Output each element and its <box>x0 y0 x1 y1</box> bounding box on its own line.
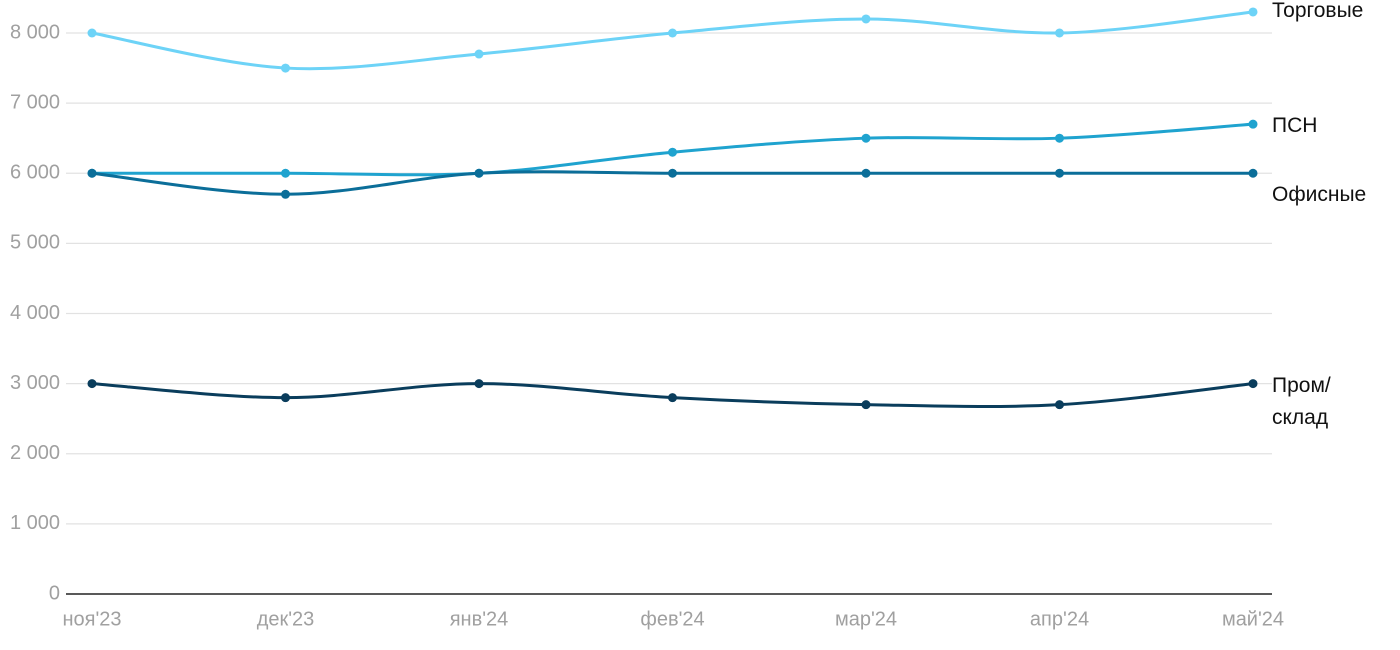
data-point <box>281 189 290 199</box>
data-point <box>1248 379 1258 389</box>
data-point <box>474 168 484 178</box>
data-point <box>474 49 484 59</box>
series-label: Торговые <box>1272 0 1364 22</box>
data-point <box>861 168 871 178</box>
data-point <box>1248 119 1258 129</box>
data-point <box>668 28 677 38</box>
data-point <box>1055 28 1064 38</box>
x-tick-label: май'24 <box>1222 608 1284 630</box>
data-point <box>861 133 871 143</box>
y-tick-label: 0 <box>49 582 60 604</box>
data-point <box>1055 168 1064 178</box>
y-tick-label: 8 000 <box>10 21 60 43</box>
data-point <box>668 168 677 178</box>
data-point <box>281 393 290 403</box>
data-point <box>281 168 290 178</box>
y-tick-label: 6 000 <box>10 162 60 184</box>
data-point <box>668 147 677 157</box>
data-point <box>1055 133 1064 143</box>
y-tick-label: 2 000 <box>10 442 60 464</box>
data-point <box>861 400 871 410</box>
y-tick-label: 1 000 <box>10 512 60 534</box>
data-point <box>1248 168 1258 178</box>
data-point <box>87 379 97 389</box>
y-tick-label: 5 000 <box>10 232 60 254</box>
data-point <box>1248 7 1258 17</box>
data-point <box>1055 400 1064 410</box>
y-tick-label: 7 000 <box>10 91 60 113</box>
data-point <box>861 14 871 24</box>
y-tick-label: 4 000 <box>10 302 60 324</box>
data-point <box>281 63 290 73</box>
data-point <box>87 168 97 178</box>
series-label: ПСН <box>1272 114 1318 138</box>
x-tick-label: фев'24 <box>640 608 704 630</box>
series-line <box>91 10 1254 71</box>
y-tick-label: 3 000 <box>10 372 60 394</box>
data-point <box>474 379 484 389</box>
data-point <box>87 28 97 38</box>
data-point <box>668 393 677 403</box>
x-tick-label: дек'23 <box>257 608 315 630</box>
series-label: Пром/ склад <box>1272 373 1331 429</box>
x-tick-label: апр'24 <box>1030 608 1089 630</box>
x-tick-label: мар'24 <box>835 608 897 630</box>
series-label: Офисные <box>1272 183 1367 207</box>
x-tick-label: янв'24 <box>450 608 509 630</box>
x-tick-label: ноя'23 <box>62 608 121 630</box>
